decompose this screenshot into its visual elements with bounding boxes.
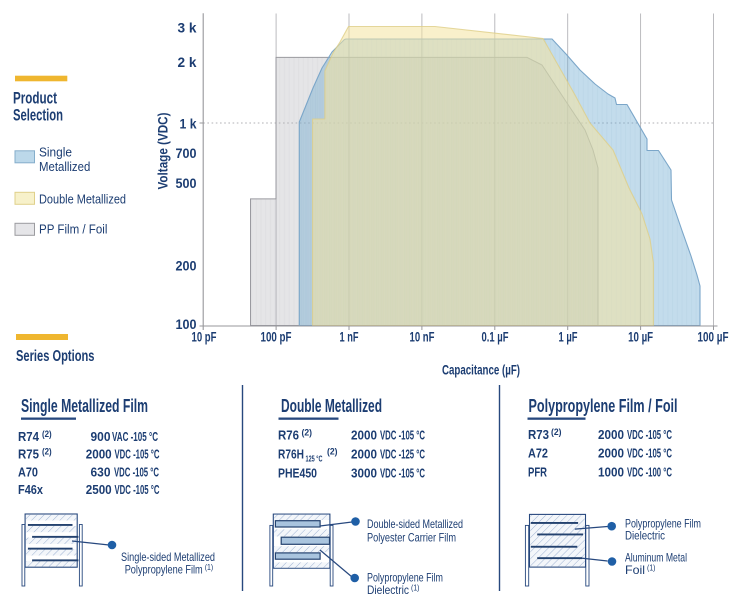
svg-text:Aluminum Metal: Aluminum Metal [625,551,687,565]
svg-text:VDC -100 °C: VDC -100 °C [627,464,672,479]
svg-text:VDC -125 °C: VDC -125 °C [380,447,425,462]
svg-text:1 nF: 1 nF [340,329,359,345]
svg-text:(1): (1) [647,563,656,573]
svg-text:2000: 2000 [351,447,377,462]
svg-text:VDC -105 °C: VDC -105 °C [627,446,672,461]
svg-text:VDC -105 °C: VDC -105 °C [115,482,160,497]
svg-text:A72: A72 [528,446,548,461]
svg-text:(1): (1) [205,562,214,572]
svg-text:100: 100 [176,316,197,332]
svg-text:2500: 2500 [86,482,112,497]
svg-text:A70: A70 [18,464,38,479]
svg-text:Double Metallized: Double Metallized [39,192,126,207]
svg-text:VDC -105 °C: VDC -105 °C [627,427,672,442]
svg-text:VDC -105 °C: VDC -105 °C [115,447,160,462]
svg-text:Series Options: Series Options [16,348,95,365]
svg-text:Polypropylene Film: Polypropylene Film [125,563,203,577]
svg-text:100 pF: 100 pF [261,329,292,345]
svg-text:630: 630 [91,464,111,479]
svg-text:R76: R76 [278,427,299,442]
svg-text:Selection: Selection [13,105,63,124]
svg-text:Polypropylene Film: Polypropylene Film [367,571,443,585]
svg-text:R76H: R76H [278,447,304,462]
svg-text:Foil: Foil [625,563,645,577]
svg-text:700: 700 [176,145,197,161]
svg-text:F46x: F46x [18,482,44,497]
svg-text:Polypropylene Film: Polypropylene Film [625,517,701,531]
svg-text:Single-sided Metallized: Single-sided Metallized [121,550,215,564]
svg-text:125 °C: 125 °C [306,454,323,464]
svg-text:VAC -105 °C: VAC -105 °C [112,429,158,444]
svg-text:PP Film / Foil: PP Film / Foil [39,222,107,237]
svg-text:Single: Single [39,145,72,160]
svg-text:Capacitance (µF): Capacitance (µF) [442,363,520,378]
svg-text:(2): (2) [42,429,52,439]
svg-text:Dielectric: Dielectric [625,529,665,543]
svg-text:10 µF: 10 µF [628,329,653,345]
svg-text:2000: 2000 [351,427,377,442]
svg-text:Voltage (VDC): Voltage (VDC) [156,113,171,190]
svg-text:Polyester Carrier Film: Polyester Carrier Film [367,531,456,545]
svg-text:2 k: 2 k [178,54,197,70]
svg-text:VDC -105 °C: VDC -105 °C [380,466,425,481]
svg-text:3000: 3000 [351,466,377,481]
svg-text:(2): (2) [42,447,52,457]
svg-text:3 k: 3 k [178,20,197,36]
svg-text:Polypropylene Film / Foil: Polypropylene Film / Foil [529,396,678,416]
svg-text:R73: R73 [528,427,549,442]
svg-text:1 µF: 1 µF [559,329,578,345]
svg-text:900: 900 [91,429,111,444]
svg-text:1000: 1000 [598,464,624,479]
svg-text:VDC -105 °C: VDC -105 °C [114,464,159,479]
svg-text:0.1 µF: 0.1 µF [482,329,509,345]
svg-text:200: 200 [176,257,197,273]
svg-text:Double Metallized: Double Metallized [281,396,382,416]
svg-text:(2): (2) [327,447,338,457]
svg-text:PFR: PFR [528,464,547,479]
svg-text:10 nF: 10 nF [410,329,435,345]
svg-text:Single Metallized Film: Single Metallized Film [21,396,148,416]
svg-text:2000: 2000 [86,447,112,462]
svg-text:Double-sided Metallized: Double-sided Metallized [367,517,463,531]
svg-text:1 k: 1 k [180,116,197,132]
svg-text:(1): (1) [411,583,420,593]
svg-text:R75: R75 [18,447,39,462]
svg-text:10 pF: 10 pF [192,329,217,345]
svg-text:Dielectric: Dielectric [367,583,409,597]
svg-text:100 µF: 100 µF [698,329,729,345]
svg-text:PHE450: PHE450 [278,466,317,481]
svg-text:Product: Product [13,89,57,108]
svg-text:R74: R74 [18,429,40,444]
svg-text:Metallized: Metallized [39,159,90,174]
svg-text:VDC -105 °C: VDC -105 °C [380,427,425,442]
svg-text:(2): (2) [551,427,562,437]
svg-text:500: 500 [176,175,197,191]
svg-text:2000: 2000 [598,427,624,442]
svg-text:(2): (2) [302,427,313,437]
svg-text:2000: 2000 [598,446,624,461]
